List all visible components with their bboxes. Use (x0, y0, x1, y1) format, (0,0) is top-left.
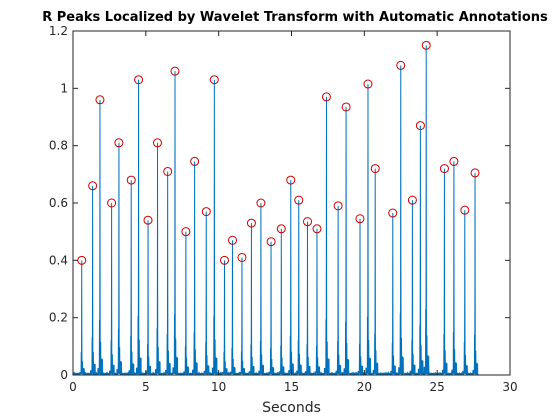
marker-layer (77, 40, 480, 265)
y-tick-label: 0.6 (49, 196, 68, 210)
r-peak-marker (363, 79, 373, 89)
y-tick-label: 0.8 (49, 139, 68, 153)
r-peak-marker (219, 255, 229, 265)
r-peak-marker (163, 166, 173, 176)
chart-title: R Peaks Localized by Wavelet Transform w… (42, 10, 548, 25)
r-peak-marker (126, 175, 136, 185)
y-axis: 0 0.2 0.4 0.6 0.8 1 1.2 (49, 24, 510, 382)
x-axis-label: Seconds (262, 400, 321, 416)
r-peak-marker (396, 60, 406, 70)
r-peak-marker (421, 40, 431, 50)
r-peak-marker (341, 102, 351, 112)
r-peak-marker (286, 175, 296, 185)
x-tick-label: 15 (284, 380, 299, 394)
x-tick-label: 0 (69, 380, 77, 394)
r-peak-marker (88, 181, 98, 191)
r-peak-marker (134, 75, 144, 85)
r-peak-marker (449, 156, 459, 166)
r-peak-marker (415, 121, 425, 131)
y-tick-label: 1 (60, 81, 68, 95)
r-peak-marker (276, 224, 286, 234)
r-peak-marker (407, 195, 417, 205)
x-tick-label: 10 (211, 380, 226, 394)
x-tick-label: 25 (430, 380, 445, 394)
x-tick-label: 30 (502, 380, 517, 394)
x-tick-label: 20 (357, 380, 372, 394)
r-peak-marker (470, 168, 480, 178)
r-peak-marker (303, 217, 313, 227)
signal-line (72, 45, 479, 377)
y-tick-label: 1.2 (49, 24, 68, 38)
r-peak-marker (321, 92, 331, 102)
r-peak-marker (170, 66, 180, 76)
r-peak-marker (181, 227, 191, 237)
r-peak-marker (246, 218, 256, 228)
x-axis: 0 5 10 15 20 25 30 (69, 31, 518, 394)
r-peak-marker (439, 164, 449, 174)
r-peak-marker (294, 195, 304, 205)
r-peak-marker (152, 138, 162, 148)
r-peak-marker (201, 207, 211, 217)
r-peak-marker (190, 156, 200, 166)
r-peak-marker (237, 252, 247, 262)
r-peak-marker (388, 208, 398, 218)
r-peak-marker (143, 215, 153, 225)
r-peak-marker (107, 198, 117, 208)
r-peak-marker (355, 214, 365, 224)
r-peak-marker (266, 237, 276, 247)
r-peak-marker (460, 205, 470, 215)
r-peak-marker (228, 235, 238, 245)
plot-area (73, 31, 510, 375)
r-peak-marker (114, 138, 124, 148)
y-tick-label: 0.2 (49, 311, 68, 325)
r-peak-marker (370, 164, 380, 174)
r-peak-marker (256, 198, 266, 208)
y-tick-label: 0 (60, 368, 68, 382)
x-tick-label: 5 (142, 380, 150, 394)
r-peak-marker (312, 224, 322, 234)
signal-layer (72, 45, 479, 377)
y-tick-label: 0.4 (49, 253, 68, 267)
r-peak-marker (95, 95, 105, 105)
r-peak-marker (333, 201, 343, 211)
r-peak-marker (209, 75, 219, 85)
